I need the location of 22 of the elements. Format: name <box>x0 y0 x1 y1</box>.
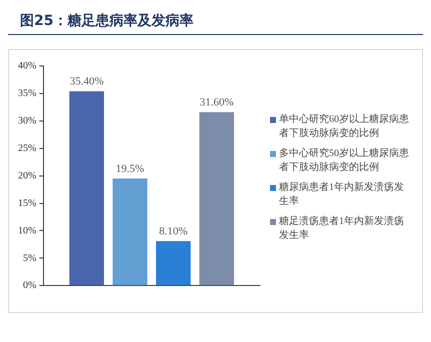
chart-title: 图25：糖足患病率及发病率 <box>8 8 423 35</box>
bar <box>112 178 148 286</box>
data-label: 31.60% <box>200 96 234 109</box>
data-label: 35.40% <box>70 76 104 88</box>
y-tick-label: 40% <box>18 60 36 72</box>
bar <box>69 91 104 286</box>
y-tick-label: 5% <box>22 252 36 264</box>
legend-label: 糖足溃疡患者1年内新发溃疡发生率 <box>279 215 405 243</box>
legend-label: 单中心研究60岁以上糖尿病患者下肢动脉病变的比例 <box>279 113 410 141</box>
bar <box>156 241 191 286</box>
legend-label: 多中心研究50岁以上糖尿病患者下肢动脉病变的比例 <box>279 147 410 175</box>
legend-label: 糖尿病患者1年内新发溃疡发生率 <box>279 181 405 209</box>
y-tick-label: 30% <box>18 116 36 127</box>
y-tick-label: 35% <box>18 88 36 100</box>
bar <box>199 112 234 286</box>
data-label: 19.5% <box>116 162 144 175</box>
y-tick-label: 0% <box>22 280 36 292</box>
y-tick-label: 15% <box>18 198 36 209</box>
y-tick-label: 20% <box>18 170 36 182</box>
data-label: 8.10% <box>159 226 188 238</box>
y-tick-label: 25% <box>18 142 36 154</box>
y-tick-label: 10% <box>18 225 36 236</box>
